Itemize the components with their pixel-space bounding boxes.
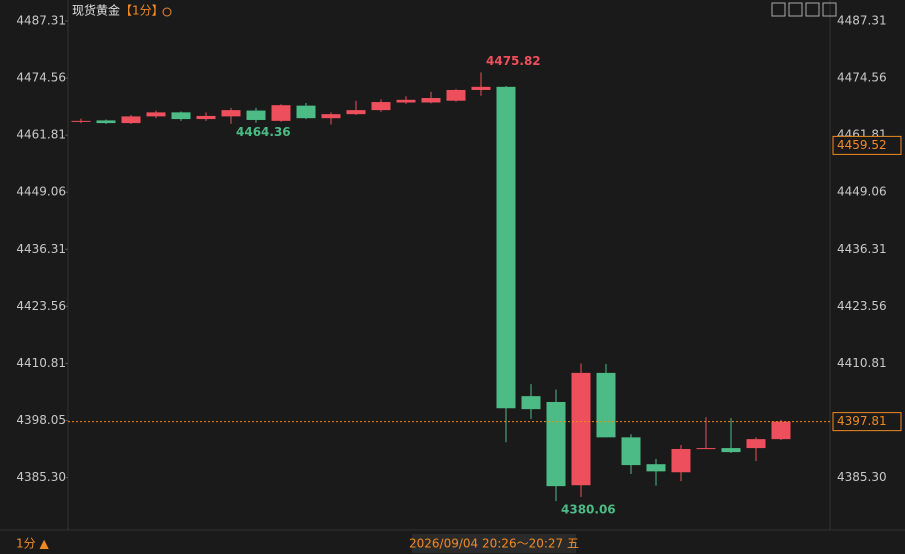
y-tick-label: 4474.56 — [837, 71, 887, 85]
candle-body — [596, 372, 616, 438]
candle-body — [96, 120, 116, 124]
candle-body — [396, 99, 416, 103]
candle-body — [321, 114, 341, 119]
last-price-box — [832, 412, 902, 432]
y-tick-label: 4410.81 — [16, 356, 66, 370]
candle-body — [771, 421, 791, 440]
settings-icon[interactable] — [162, 7, 172, 17]
candle-body — [421, 98, 441, 103]
candle-body — [171, 112, 191, 120]
candle-body — [121, 116, 141, 124]
tool-button[interactable] — [788, 2, 803, 17]
toolbar — [771, 2, 837, 17]
last-price-label: 4397.81 — [837, 414, 887, 428]
candle-body — [571, 372, 591, 486]
candle-body — [221, 110, 241, 117]
candle-body — [696, 448, 716, 450]
y-tick-label: 4474.56 — [16, 71, 66, 85]
low-annotation: 4464.36 — [236, 125, 291, 139]
candle-body — [621, 437, 641, 466]
candle-body — [646, 464, 666, 472]
candle-body — [746, 439, 766, 449]
candle-body — [721, 448, 741, 453]
candle-body — [671, 448, 691, 473]
candle-body — [371, 102, 391, 111]
y-tick-label: 4436.31 — [837, 242, 887, 256]
chart-title: 现货黄金 — [72, 3, 120, 18]
candle-body — [446, 89, 466, 101]
y-tick-label: 4423.56 — [837, 299, 887, 313]
tool-button[interactable] — [771, 2, 786, 17]
y-tick-label: 4461.81 — [16, 128, 66, 142]
candle-body — [71, 120, 91, 122]
candle-body — [546, 401, 566, 487]
y-tick-label: 4449.06 — [16, 185, 66, 199]
y-tick-label: 4487.31 — [16, 13, 66, 27]
candle-body — [496, 86, 516, 409]
y-tick-label: 4398.05 — [16, 413, 66, 427]
candle-body — [521, 396, 541, 410]
candle-body — [146, 112, 166, 117]
reference-price-label: 4459.52 — [837, 138, 887, 152]
y-tick-label: 4410.81 — [837, 356, 887, 370]
tool-button[interactable] — [822, 2, 837, 17]
tool-button[interactable] — [805, 2, 820, 17]
period-label: 【1分】 — [120, 4, 164, 18]
candle-body — [271, 105, 291, 121]
candle-body — [246, 110, 266, 120]
low-annotation: 4380.06 — [561, 503, 616, 517]
time-box — [412, 534, 576, 553]
y-tick-label: 4436.31 — [16, 242, 66, 256]
y-tick-label: 4423.56 — [16, 299, 66, 313]
period-indicator[interactable]: 1分 ▲ — [16, 537, 49, 551]
high-annotation: 4475.82 — [486, 54, 541, 68]
time-range: 2026/09/04 20:26～20:27 五 — [409, 537, 579, 551]
candle-body — [296, 105, 316, 119]
y-tick-label: 4385.30 — [16, 470, 66, 484]
candle-body — [471, 86, 491, 90]
y-tick-label: 4385.30 — [837, 470, 887, 484]
y-tick-label: 4449.06 — [837, 185, 887, 199]
reference-price-box — [832, 135, 902, 155]
candle-body — [196, 115, 216, 120]
candle-body — [346, 110, 366, 115]
y-tick-label: 4487.31 — [837, 13, 887, 27]
